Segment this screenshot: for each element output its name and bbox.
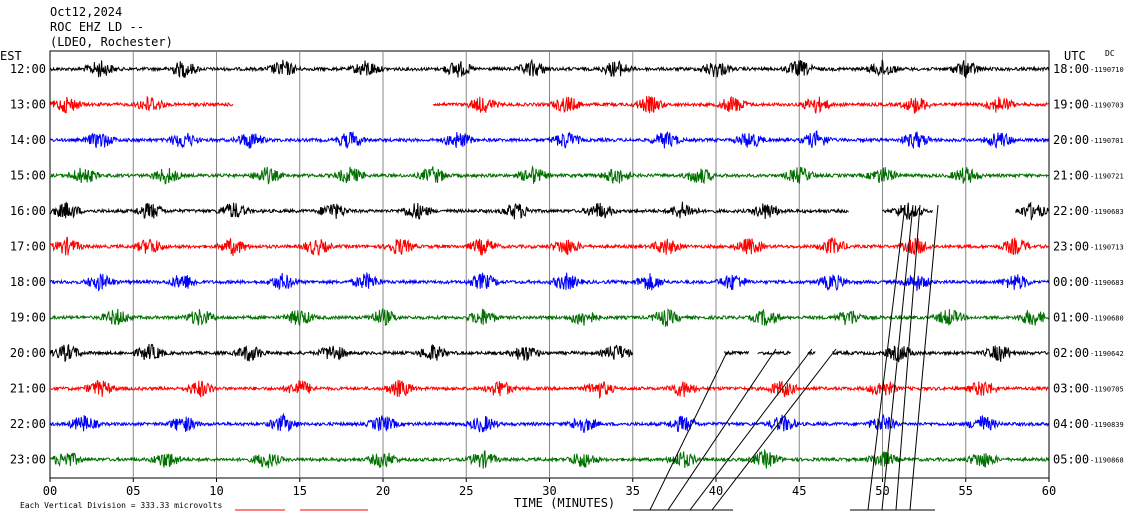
seismic-trace — [49, 307, 1049, 327]
est-hour-label: 15:00 — [10, 169, 46, 183]
utc-hour-label: 03:00 — [1053, 382, 1089, 396]
glitch-line — [689, 348, 813, 511]
glitch-line — [895, 204, 921, 511]
seismic-trace — [49, 130, 1049, 150]
est-hour-label: 14:00 — [10, 133, 46, 147]
seismic-trace — [49, 236, 1049, 257]
x-tick-label: 10 — [209, 484, 223, 498]
dc-axis-label: DC — [1105, 49, 1115, 58]
est-axis-label: EST — [0, 49, 22, 63]
seismic-trace — [757, 350, 791, 356]
utc-hour-label: 04:00 — [1053, 417, 1089, 431]
utc-hour-label: 02:00 — [1053, 346, 1089, 360]
seismic-trace — [1015, 201, 1050, 221]
dc-offset-label: -1190703 — [1090, 102, 1124, 110]
x-tick-label: 05 — [126, 484, 140, 498]
glitch-line — [649, 351, 728, 511]
seismic-trace — [882, 202, 933, 220]
utc-hour-label: 21:00 — [1053, 169, 1089, 183]
x-tick-label: 60 — [1042, 484, 1056, 498]
x-tick-label: 15 — [293, 484, 307, 498]
seismic-trace — [723, 349, 749, 356]
dc-offset-label: -1190683 — [1090, 208, 1124, 216]
x-tick-label: 50 — [875, 484, 889, 498]
utc-hour-label: 22:00 — [1053, 204, 1089, 218]
glitch-line — [667, 348, 777, 511]
dc-offset-label: -1190721 — [1090, 173, 1124, 181]
dc-offset-label: -1190701 — [1090, 137, 1124, 145]
dc-offset-label: -1190683 — [1090, 279, 1124, 287]
seismic-trace — [432, 95, 1049, 114]
x-tick-label: 35 — [626, 484, 640, 498]
seismic-trace — [832, 345, 1049, 363]
utc-hour-label: 05:00 — [1053, 453, 1089, 467]
seismic-trace — [49, 272, 1049, 292]
x-tick-label: 00 — [43, 484, 57, 498]
x-tick-label: 45 — [792, 484, 806, 498]
x-tick-label: 20 — [376, 484, 390, 498]
utc-hour-label: 18:00 — [1053, 62, 1089, 76]
glitch-line — [867, 204, 906, 511]
footer-scale-note: Each Vertical Division = 333.33 microvol… — [20, 501, 222, 510]
dc-offset-label: -1190839 — [1090, 421, 1124, 429]
seismic-trace — [49, 343, 634, 362]
est-hour-label: 17:00 — [10, 240, 46, 254]
glitch-line — [909, 204, 939, 511]
est-hour-label: 21:00 — [10, 382, 46, 396]
seismic-trace — [49, 165, 1049, 185]
dc-offset-label: -1190642 — [1090, 350, 1124, 358]
x-tick-label: 30 — [542, 484, 556, 498]
seismic-trace — [49, 448, 1049, 469]
dc-offset-label: -1190868 — [1090, 457, 1124, 465]
dc-offset-label: -1190680 — [1090, 315, 1124, 323]
header-network: (LDEO, Rochester) — [50, 35, 173, 49]
header-date: Oct12,2024 — [50, 5, 122, 19]
utc-hour-label: 23:00 — [1053, 240, 1089, 254]
utc-hour-label: 01:00 — [1053, 311, 1089, 325]
utc-axis-label: UTC — [1064, 49, 1086, 63]
dc-offset-label: -1190710 — [1090, 66, 1124, 74]
est-hour-label: 16:00 — [10, 204, 46, 218]
utc-hour-label: 19:00 — [1053, 98, 1089, 112]
dc-offset-label: -1190713 — [1090, 244, 1124, 252]
glitch-line — [711, 348, 837, 511]
x-tick-label: 40 — [709, 484, 723, 498]
est-hour-label: 20:00 — [10, 346, 46, 360]
utc-hour-label: 00:00 — [1053, 275, 1089, 289]
seismic-trace — [49, 95, 234, 114]
est-hour-label: 23:00 — [10, 453, 46, 467]
seismic-trace — [49, 379, 1049, 400]
est-hour-label: 12:00 — [10, 62, 46, 76]
header-station: ROC EHZ LD -- — [50, 20, 144, 34]
est-hour-label: 22:00 — [10, 417, 46, 431]
glitch-line — [881, 204, 914, 511]
x-tick-label: 55 — [959, 484, 973, 498]
utc-hour-label: 20:00 — [1053, 133, 1089, 147]
est-hour-label: 18:00 — [10, 275, 46, 289]
x-axis-label: TIME (MINUTES) — [514, 496, 615, 510]
seismic-trace — [49, 58, 1049, 79]
dc-offset-label: -1190705 — [1090, 386, 1124, 394]
x-tick-label: 25 — [459, 484, 473, 498]
seismic-trace — [49, 201, 849, 220]
est-hour-label: 13:00 — [10, 98, 46, 112]
seismic-trace — [49, 412, 1049, 434]
est-hour-label: 19:00 — [10, 311, 46, 325]
